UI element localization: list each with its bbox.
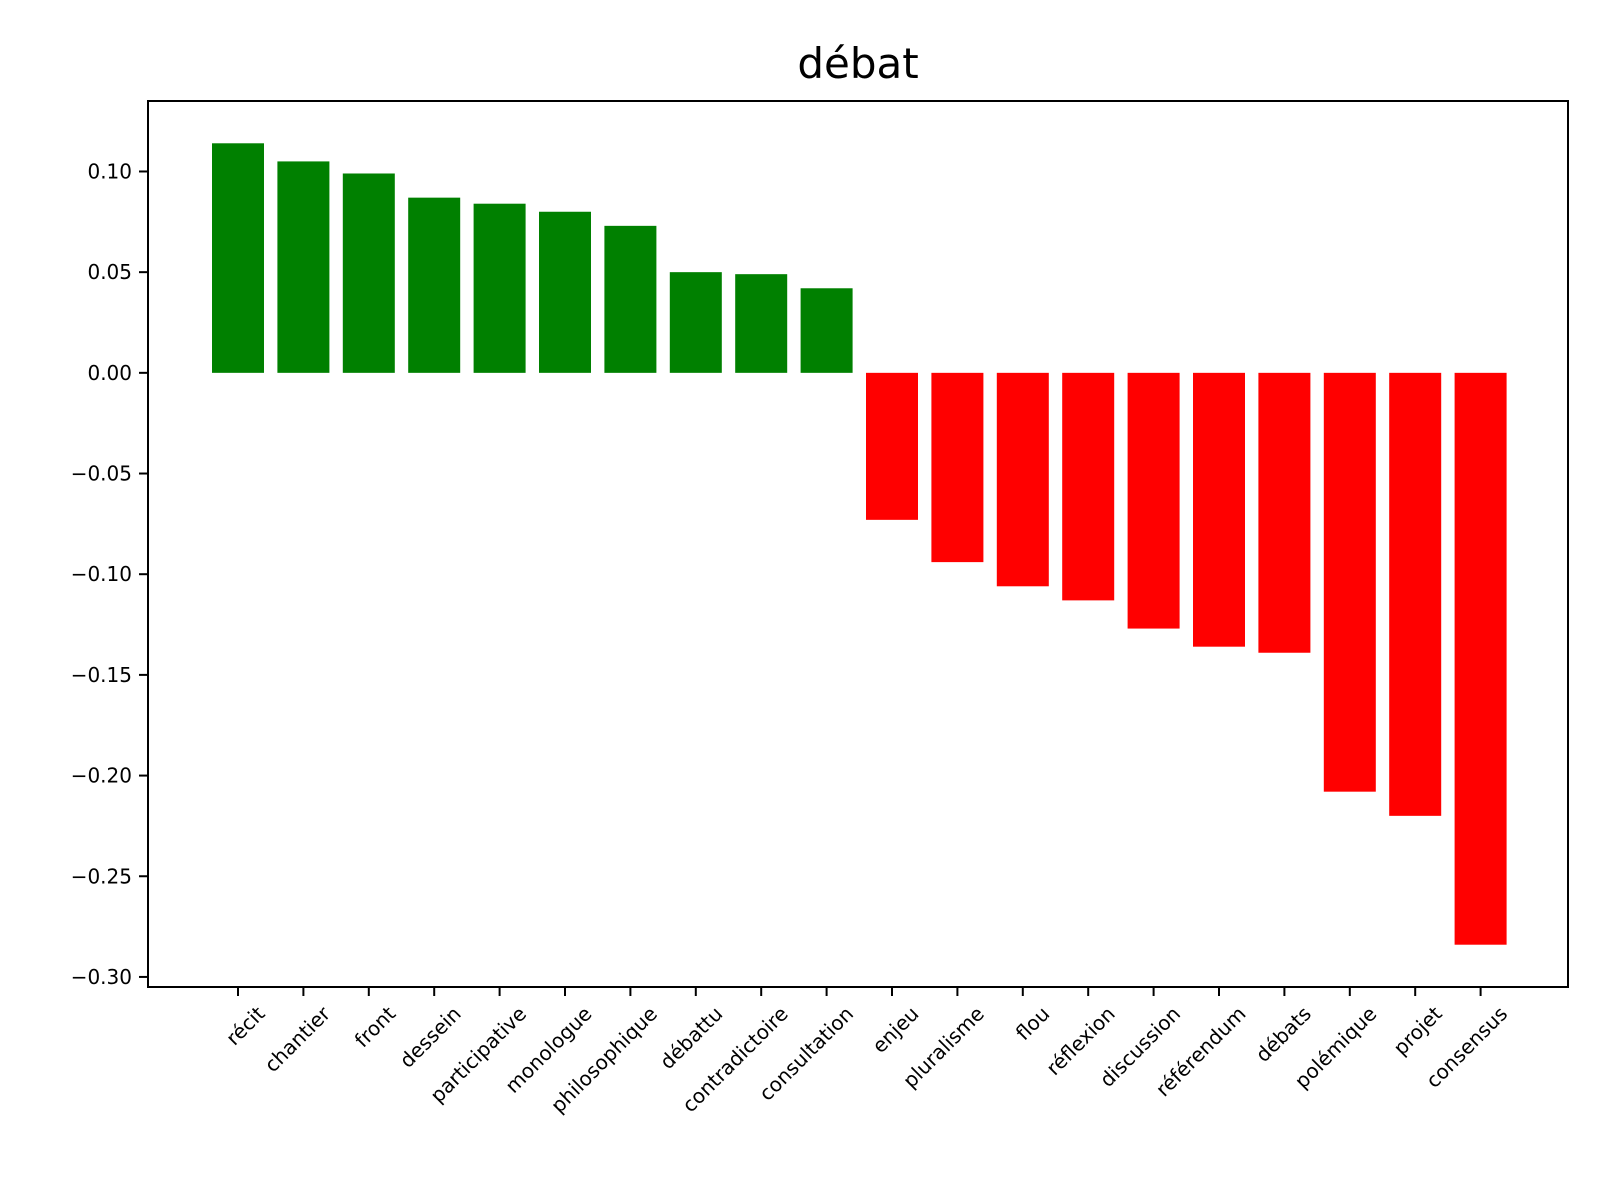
bar-consultation — [800, 288, 853, 373]
bar-participative — [473, 203, 526, 373]
bar-débattu — [669, 272, 722, 373]
y-tick-label: −0.20 — [71, 764, 132, 788]
bars-group — [212, 143, 1507, 945]
bar-discussion — [1127, 372, 1180, 629]
y-tick-label: 0.10 — [87, 159, 132, 183]
bar-récit — [212, 143, 264, 373]
bar-contradictoire — [735, 274, 788, 373]
x-tick-label: débats — [1251, 1002, 1316, 1067]
y-tick-label: −0.30 — [71, 965, 132, 989]
bar-flou — [996, 372, 1049, 587]
bar-enjeu — [866, 372, 918, 520]
chart-title: débat — [797, 39, 918, 88]
x-tick-label: enjeu — [867, 1002, 923, 1058]
bar-dessein — [408, 197, 461, 373]
y-tick-label: −0.15 — [71, 663, 132, 687]
bar-réflexion — [1062, 372, 1115, 601]
x-tick-label: récit — [221, 1001, 270, 1050]
x-tick-label: chantier — [260, 1001, 336, 1077]
x-tick-label: projet — [1388, 1001, 1446, 1059]
y-tick-label: −0.10 — [71, 562, 132, 586]
bar-philosophique — [604, 225, 657, 373]
y-tick-label: 0.05 — [87, 260, 132, 284]
x-tick-label: front — [350, 1001, 401, 1052]
bar-débats — [1258, 372, 1311, 653]
y-tick-label: −0.25 — [71, 864, 132, 888]
x-tick-label: flou — [1011, 1002, 1054, 1045]
bar-projet — [1389, 372, 1442, 816]
bar-monologue — [539, 211, 591, 373]
plot-frame — [147, 100, 1569, 988]
y-tick-label: 0.00 — [87, 361, 132, 385]
bar-pluralisme — [931, 372, 984, 563]
bar-polémique — [1323, 372, 1376, 792]
y-tick-label: −0.05 — [71, 462, 132, 486]
bar-front — [342, 173, 395, 373]
bar-référendum — [1193, 372, 1245, 647]
bar-consensus — [1454, 372, 1507, 945]
y-axis: 0.10 0.05 0.00 −0.05 −0.10 −0.15 −0.20 −0.25 −0.… — [71, 159, 148, 989]
bar-chantier — [277, 161, 330, 373]
